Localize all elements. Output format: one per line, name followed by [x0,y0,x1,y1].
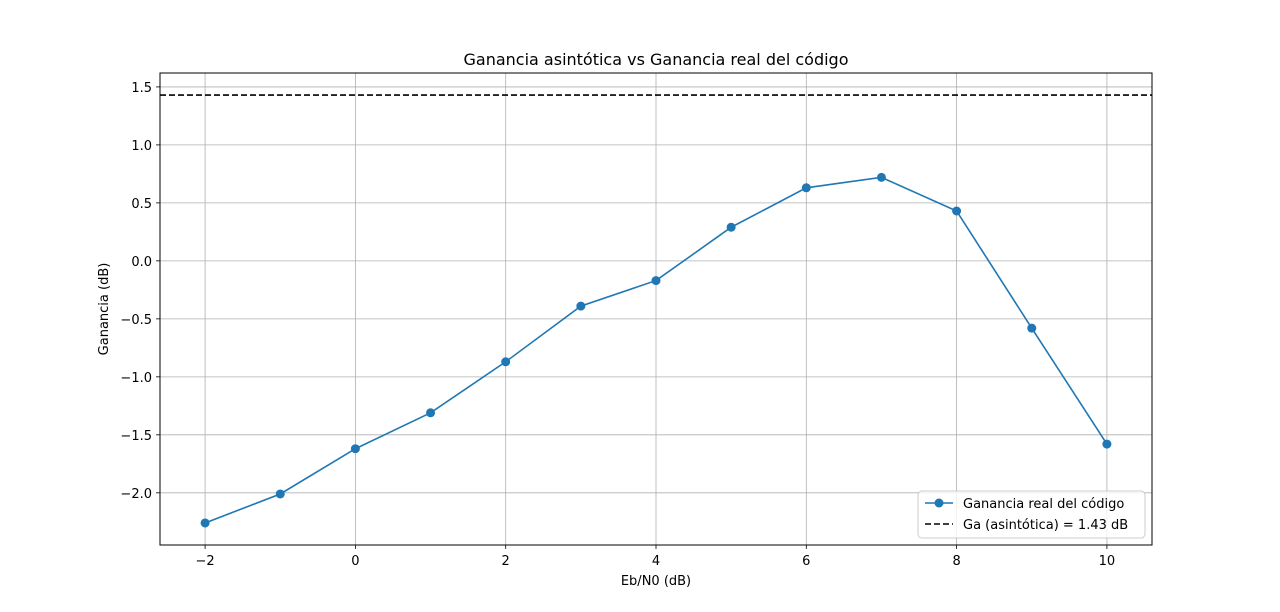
legend-reference-label: Ga (asintótica) = 1.43 dB [963,518,1128,533]
y-tick-label: 0.0 [131,255,152,270]
y-tick-label: −1.5 [120,429,152,444]
x-tick-label: 4 [652,554,660,569]
data-point [576,301,586,311]
x-tick-label: 6 [802,554,810,569]
data-point [200,518,210,528]
data-point [501,357,511,367]
x-axis-label: Eb/N0 (dB) [621,574,691,589]
x-tick-label: −2 [196,554,215,569]
data-point [1027,323,1037,333]
x-tick-label: 2 [502,554,510,569]
legend-series-label: Ganancia real del código [963,497,1124,512]
series-layer [200,172,1112,528]
legend-box [917,490,1146,539]
y-tick-label: 1.5 [131,81,152,96]
data-point [726,222,736,232]
data-point [876,172,886,182]
x-tick-label: 0 [351,554,359,569]
chart-title: Ganancia asintótica vs Ganancia real del… [464,50,849,69]
x-axis-ticks: −2 0 2 4 6 8 10 [196,545,1116,569]
data-point [275,489,285,499]
data-point [952,206,962,216]
legend-series-marker [934,498,944,508]
y-axis-label: Ganancia (dB) [97,263,112,356]
legend: Ganancia real del código Ga (asintótica)… [917,490,1146,539]
x-tick-label: 8 [952,554,960,569]
y-tick-label: 0.5 [131,197,152,212]
y-tick-label: −0.5 [120,313,152,328]
y-tick-label: −2.0 [120,487,152,502]
data-point [1102,439,1112,449]
x-tick-label: 10 [1099,554,1116,569]
data-point [801,183,811,193]
y-tick-label: 1.0 [131,139,152,154]
y-tick-label: −1.0 [120,371,152,386]
data-point [651,276,661,286]
y-axis-ticks: −2.0 −1.5 −1.0 −0.5 0.0 0.5 1.0 1.5 [120,81,160,502]
grid-lines [160,73,1152,545]
data-point [350,444,360,454]
data-point [426,408,436,418]
